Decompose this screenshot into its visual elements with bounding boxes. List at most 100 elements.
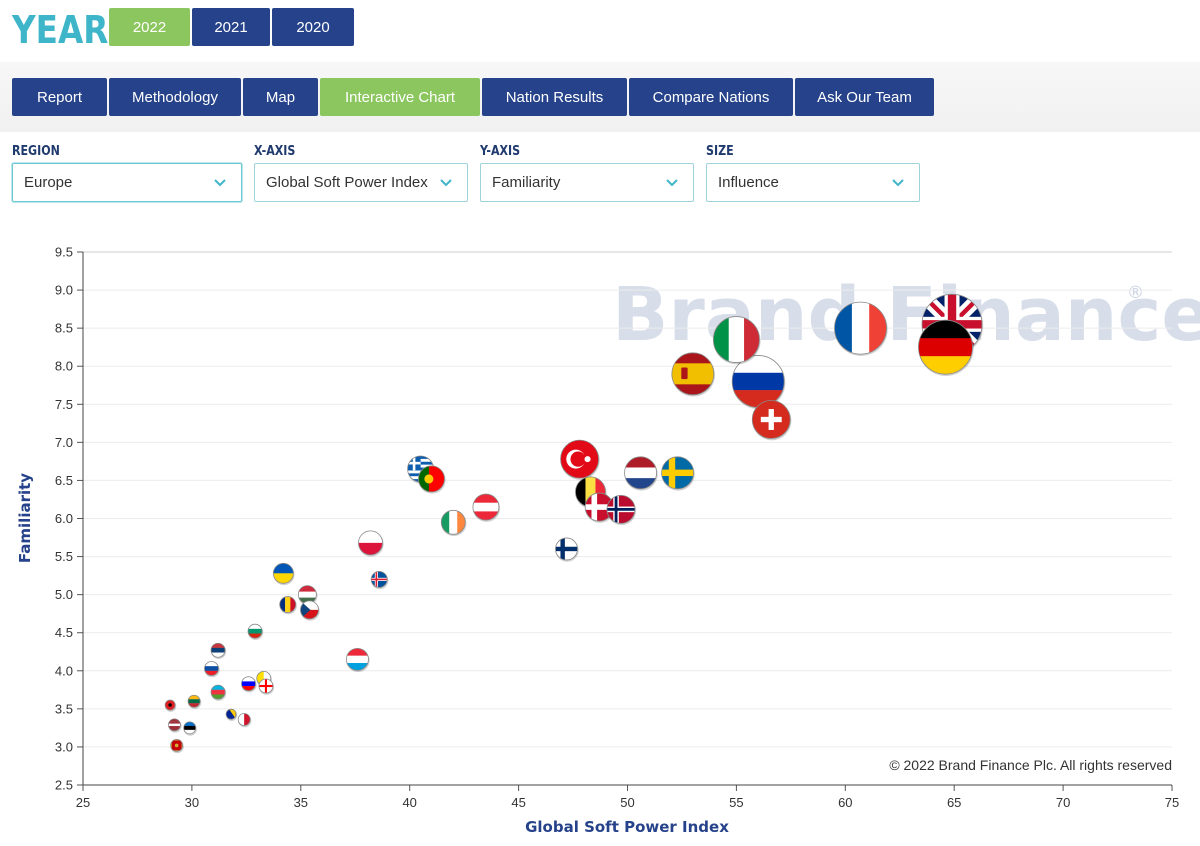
data-point-finland[interactable] — [555, 537, 579, 562]
y-tick-label: 2.5 — [55, 778, 73, 793]
data-point-sweden[interactable] — [661, 456, 695, 491]
tab-report[interactable]: Report — [12, 78, 107, 116]
data-point-serbia[interactable] — [210, 642, 227, 660]
data-point-romania[interactable] — [279, 596, 297, 615]
point-outline — [168, 718, 181, 732]
scatter-chart[interactable]: Brand Finance ® 2.5 3.0 3.5 4.0 4.5 5.0 5.5 6.0… — [0, 230, 1200, 846]
year-button-2021[interactable]: 2021 — [192, 8, 270, 46]
region-label: REGION — [12, 144, 60, 159]
data-point-france[interactable] — [834, 301, 888, 356]
chevron-down-icon — [214, 179, 226, 187]
data-point-malta[interactable] — [237, 713, 252, 728]
x-tick-label: 50 — [620, 795, 634, 810]
germany-flag-icon — [918, 320, 973, 375]
data-point-luxembourg[interactable] — [346, 647, 370, 673]
point-outline — [300, 600, 319, 620]
tab-ask-our-team[interactable]: Ask Our Team — [795, 78, 934, 116]
y-tick-label: 7.5 — [55, 397, 73, 412]
point-outline — [225, 708, 237, 720]
year-button-2022[interactable]: 2022 — [109, 8, 190, 46]
y-axis-title: Familiarity — [16, 473, 34, 563]
data-point-azerbaijan[interactable] — [210, 684, 227, 701]
ukraine-flag-icon — [273, 563, 294, 584]
x-axis-select[interactable]: Global Soft Power Index — [254, 163, 468, 202]
luxembourg-flag-icon — [346, 648, 369, 671]
data-point-bulgaria[interactable] — [247, 623, 264, 640]
data-point-germany[interactable] — [918, 319, 974, 376]
latvia-flag-icon — [168, 718, 181, 731]
data-point-poland[interactable] — [358, 530, 384, 557]
data-point-iceland[interactable] — [370, 571, 389, 590]
data-point-italy[interactable] — [713, 316, 761, 365]
data-point-ireland[interactable] — [440, 509, 467, 537]
y-axis-select-value: Familiarity — [492, 174, 561, 191]
point-outline — [671, 352, 715, 396]
data-point-ukraine[interactable] — [272, 562, 295, 586]
data-point-georgia[interactable] — [258, 678, 275, 695]
data-point-latvia[interactable] — [168, 718, 182, 733]
data-point-switzerland[interactable] — [751, 400, 792, 441]
y-tick-label: 4.5 — [55, 625, 73, 640]
point-outline — [751, 400, 791, 439]
x-tick-label: 30 — [185, 795, 199, 810]
y-tick-label: 3.5 — [55, 701, 73, 716]
data-point-austria[interactable] — [472, 493, 501, 522]
y-axis-select[interactable]: Familiarity — [480, 163, 694, 202]
y-axis-label: Y-AXIS — [480, 144, 521, 159]
tab-interactive-chart[interactable]: Interactive Chart — [320, 78, 480, 116]
x-axis-select-value: Global Soft Power Index — [266, 174, 428, 191]
tab-methodology[interactable]: Methodology — [109, 78, 241, 116]
data-point-portugal[interactable] — [418, 465, 446, 494]
point-outline — [210, 684, 226, 700]
year-label: YEAR — [12, 8, 109, 52]
data-point-turkey[interactable] — [560, 439, 600, 480]
data-point-slovenia[interactable] — [241, 676, 257, 693]
data-point-slovakia[interactable] — [204, 661, 220, 678]
italy-flag-icon — [713, 316, 760, 363]
y-tick-label: 6.5 — [55, 473, 73, 488]
data-point-lithuania[interactable] — [187, 694, 202, 710]
tab-map[interactable]: Map — [243, 78, 318, 116]
y-tick-label: 5.0 — [55, 587, 73, 602]
data-point-albania[interactable] — [164, 699, 177, 712]
montenegro-flag-icon — [170, 739, 183, 752]
region-select-value: Europe — [24, 174, 73, 191]
size-select[interactable]: Influence — [706, 163, 920, 202]
data-point-estonia[interactable] — [183, 721, 197, 736]
point-outline — [713, 316, 760, 363]
size-label: SIZE — [706, 144, 734, 159]
point-outline — [918, 319, 973, 375]
poland-flag-icon — [358, 530, 383, 555]
data-point-montenegro[interactable] — [170, 739, 184, 754]
data-point-norway[interactable] — [606, 494, 637, 526]
point-outline — [204, 661, 219, 676]
year-selector-bar: YEAR 2022 2021 2020 — [0, 0, 1200, 62]
y-tick-label: 8.5 — [55, 321, 73, 336]
point-outline — [210, 642, 226, 658]
point-outline — [418, 465, 445, 493]
year-button-2020[interactable]: 2020 — [272, 8, 354, 46]
tab-compare-nations[interactable]: Compare Nations — [629, 78, 793, 116]
point-outline — [241, 676, 256, 692]
slovakia-flag-icon — [204, 661, 219, 676]
tab-nation-results[interactable]: Nation Results — [482, 78, 627, 116]
data-point-czech[interactable] — [300, 600, 320, 621]
switzerland-flag-icon — [752, 400, 791, 439]
y-tick-label: 4.0 — [55, 663, 73, 678]
belgium-flag-icon — [575, 476, 606, 507]
region-select[interactable]: Europe — [12, 163, 242, 202]
slovenia-flag-icon — [241, 676, 256, 691]
serbia-flag-icon — [211, 643, 226, 658]
point-outline — [358, 530, 383, 556]
vatican-flag-icon — [256, 671, 271, 686]
point-outline — [440, 509, 466, 535]
chevron-down-icon — [440, 179, 452, 187]
data-point-spain[interactable] — [671, 352, 716, 397]
data-point-netherlands[interactable] — [624, 456, 658, 491]
bosnia-flag-icon — [226, 709, 237, 720]
y-tick-label: 6.0 — [55, 511, 73, 526]
point-outline — [247, 623, 263, 639]
data-point-bosnia[interactable] — [225, 708, 238, 721]
lithuania-flag-icon — [188, 695, 201, 708]
sweden-flag-icon — [661, 456, 694, 489]
